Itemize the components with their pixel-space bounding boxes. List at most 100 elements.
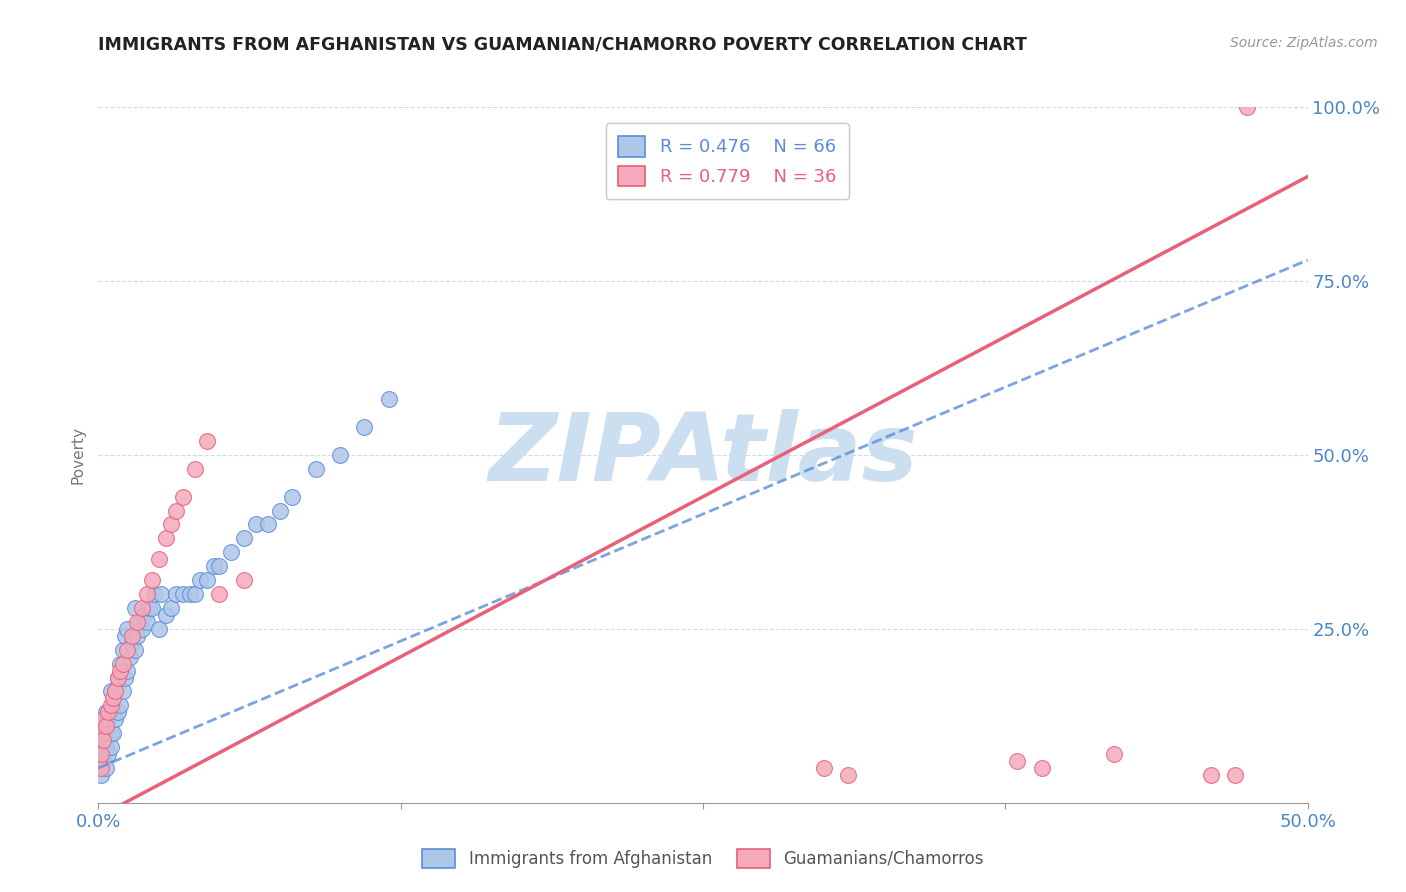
Point: [114, 671, 136, 685]
Point: [91, 733, 114, 747]
Point: [108, 657, 131, 671]
Point: [148, 552, 170, 566]
Point: [269, 503, 291, 517]
Point: [353, 420, 375, 434]
Point: [188, 573, 211, 587]
Point: [131, 622, 153, 636]
Point: [100, 706, 122, 720]
Point: [90, 754, 112, 768]
Point: [107, 671, 129, 685]
Point: [108, 664, 131, 678]
Point: [1199, 768, 1222, 782]
Point: [97, 747, 120, 761]
Point: [91, 712, 114, 726]
Point: [117, 664, 139, 678]
Point: [195, 434, 218, 448]
Point: [104, 684, 127, 698]
Point: [208, 587, 231, 601]
Point: [135, 587, 157, 601]
Point: [1236, 100, 1258, 114]
Point: [1031, 761, 1053, 775]
Text: Source: ZipAtlas.com: Source: ZipAtlas.com: [1230, 36, 1378, 50]
Point: [160, 517, 183, 532]
Point: [111, 642, 134, 657]
Point: [100, 740, 122, 755]
Point: [127, 615, 149, 629]
Point: [94, 706, 117, 720]
Point: [124, 601, 146, 615]
Point: [204, 559, 226, 574]
Point: [305, 462, 328, 476]
Point: [195, 573, 218, 587]
Point: [97, 726, 120, 740]
Point: [329, 448, 352, 462]
Point: [94, 740, 117, 755]
Point: [148, 622, 170, 636]
Point: [94, 761, 117, 775]
Y-axis label: Poverty: Poverty: [70, 425, 86, 484]
Point: [107, 706, 129, 720]
Point: [118, 649, 141, 664]
Point: [104, 684, 127, 698]
Point: [1102, 747, 1125, 761]
Point: [108, 698, 131, 713]
Point: [101, 698, 124, 713]
Point: [172, 490, 194, 504]
Point: [117, 642, 139, 657]
Point: [101, 726, 124, 740]
Point: [100, 698, 122, 713]
Point: [1007, 754, 1029, 768]
Point: [97, 712, 120, 726]
Point: [143, 587, 166, 601]
Point: [90, 761, 112, 775]
Point: [184, 462, 207, 476]
Point: [107, 671, 129, 685]
Point: [117, 622, 139, 636]
Point: [208, 559, 231, 574]
Point: [100, 726, 122, 740]
Point: [172, 587, 194, 601]
Point: [100, 684, 122, 698]
Point: [1223, 768, 1246, 782]
Point: [155, 532, 177, 546]
Point: [90, 768, 112, 782]
Point: [127, 629, 149, 643]
Point: [179, 587, 201, 601]
Point: [90, 726, 112, 740]
Point: [91, 733, 114, 747]
Point: [91, 754, 114, 768]
Point: [101, 691, 124, 706]
Point: [184, 587, 207, 601]
Point: [91, 712, 114, 726]
Point: [221, 545, 243, 559]
Point: [813, 761, 835, 775]
Point: [90, 740, 112, 755]
Point: [90, 747, 112, 761]
Point: [165, 503, 187, 517]
Point: [104, 712, 127, 726]
Point: [150, 587, 173, 601]
Point: [135, 615, 157, 629]
Point: [281, 490, 304, 504]
Point: [377, 392, 399, 407]
Point: [114, 629, 136, 643]
Point: [256, 517, 278, 532]
Point: [111, 684, 134, 698]
Point: [128, 615, 150, 629]
Point: [121, 629, 143, 643]
Point: [138, 601, 160, 615]
Point: [155, 607, 177, 622]
Point: [141, 601, 163, 615]
Point: [91, 747, 114, 761]
Point: [141, 573, 163, 587]
Point: [111, 657, 134, 671]
Point: [160, 601, 183, 615]
Point: [121, 636, 143, 650]
Point: [245, 517, 267, 532]
Point: [165, 587, 187, 601]
Point: [131, 601, 153, 615]
Legend: Immigrants from Afghanistan, Guamanians/Chamorros: Immigrants from Afghanistan, Guamanians/…: [415, 842, 991, 875]
Point: [134, 607, 156, 622]
Point: [94, 726, 117, 740]
Text: ZIPAtlas: ZIPAtlas: [488, 409, 918, 501]
